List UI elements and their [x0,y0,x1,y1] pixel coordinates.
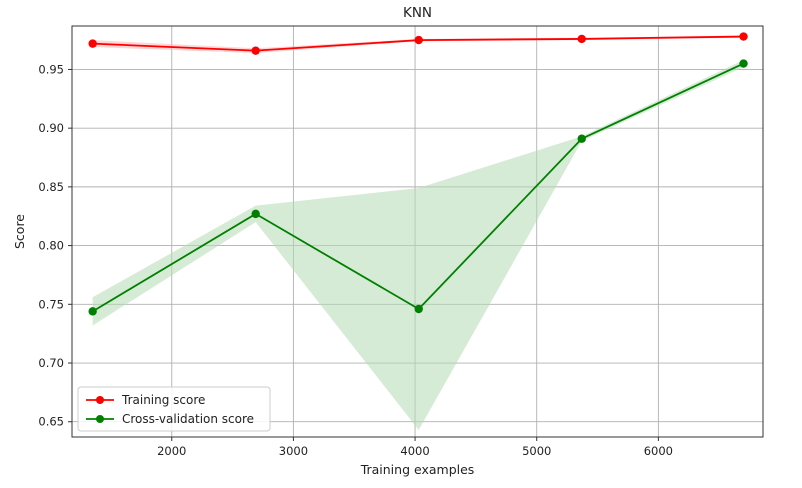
y-tick-label: 0.80 [38,239,64,253]
x-tick-label: 2000 [157,444,186,458]
legend-box [77,386,271,432]
x-tick-label: 3000 [279,444,308,458]
legend-marker-training [96,396,104,404]
legend-label-training: Training score [121,393,205,407]
cross-validation-score-point [251,209,260,219]
y-tick-label: 0.65 [38,415,64,429]
cross-validation-score-band [92,60,744,430]
y-axis-label: Score [12,214,27,249]
cross-validation-score-point [739,59,748,68]
y-tick-label: 0.75 [38,297,64,311]
training-score-point [739,32,748,41]
x-tick-label: 6000 [644,444,673,458]
legend-marker-cross-validation [96,415,104,423]
y-tick-label: 0.95 [38,62,64,76]
training-score-point [88,39,97,48]
y-tick-label: 0.90 [38,121,64,135]
x-tick-label: 5000 [522,444,551,458]
y-tick-label: 0.70 [38,356,64,370]
chart-title: KNN [403,5,432,21]
training-score-point [414,35,423,45]
x-axis-label: Training examples [360,462,475,477]
plot-frame [71,25,764,438]
y-tick-label: 0.85 [38,180,64,194]
ticks: 2000 3000 4000 5000 6000 0.65 0.70 0.75 0.80 0.85… [38,62,673,458]
cross-validation-score-point [88,307,97,316]
cross-validation-score-point [577,134,586,143]
legend-label-cross-validation: Cross-validation score [122,412,254,426]
cross-validation-score-point [414,304,423,314]
training-score-point [251,46,260,55]
series-points [88,32,748,316]
x-tick-label: 4000 [400,444,429,458]
legend: Training score Cross-validation score [77,386,271,432]
training-score-point [577,34,586,44]
